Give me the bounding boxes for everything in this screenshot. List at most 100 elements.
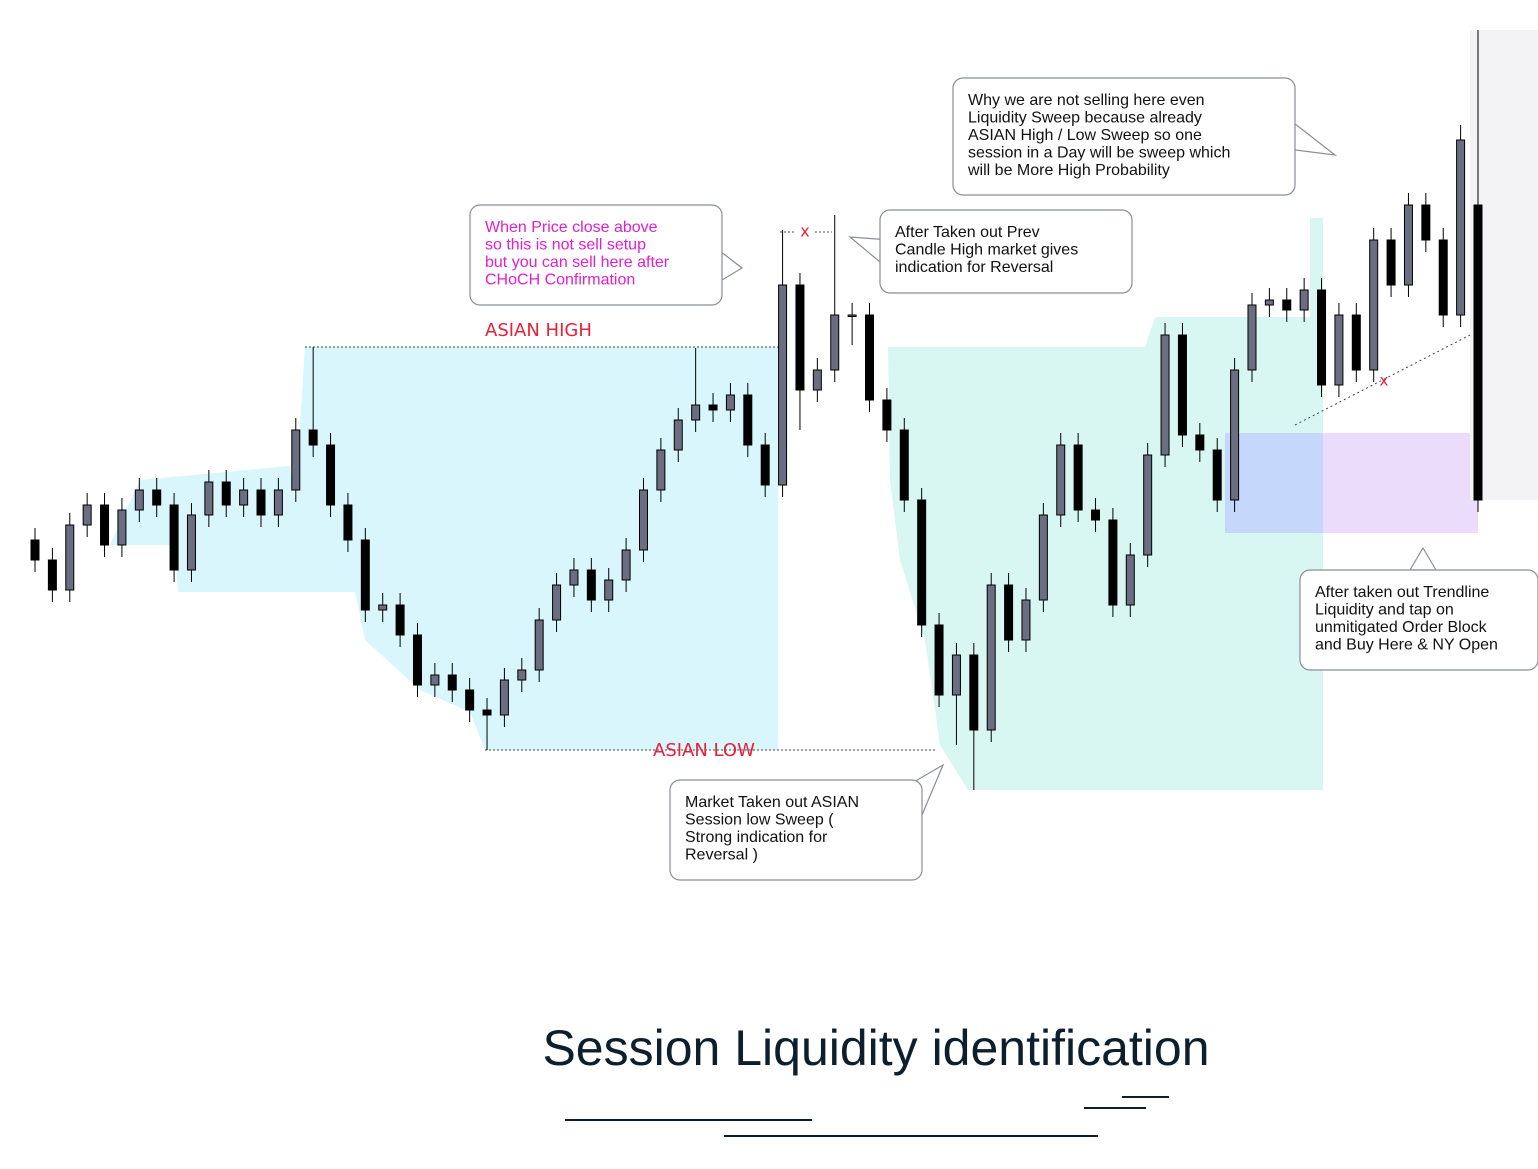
callout-text: so this is not sell setup: [485, 237, 646, 254]
candle-body: [117, 509, 127, 546]
candle-body: [1177, 334, 1187, 436]
candle-body: [1264, 299, 1274, 306]
candle-body: [534, 619, 544, 671]
candle-body: [760, 444, 770, 486]
candle-body: [1247, 304, 1257, 371]
candle-body: [499, 679, 509, 716]
callout-box: [669, 779, 923, 881]
asian-low-label: ASIAN LOW: [653, 740, 755, 761]
callout-box: [1299, 569, 1538, 671]
asian-high-label: ASIAN HIGH: [485, 320, 592, 341]
candle-body: [795, 284, 805, 391]
candle-body: [291, 429, 301, 491]
callout-text: and Buy Here & NY Open: [1315, 637, 1498, 654]
candle-body: [621, 549, 631, 581]
candle-body: [169, 504, 179, 571]
candle-body: [1143, 454, 1153, 556]
candle-body: [1317, 289, 1327, 386]
candle-body: [308, 429, 318, 446]
candle-body: [30, 539, 40, 561]
order-block-extension: [1323, 433, 1478, 533]
callout-text: Why we are not selling here even: [968, 92, 1205, 109]
candle-body: [47, 559, 57, 591]
callout-text: Liquidity and tap on: [1315, 602, 1454, 619]
candle-body: [412, 634, 422, 686]
candle-body: [1108, 519, 1118, 606]
candle-body: [100, 504, 110, 546]
candle-body: [186, 514, 196, 571]
callout-text: indication for Reversal: [895, 259, 1053, 276]
candle-body: [569, 569, 579, 586]
candle-body: [673, 419, 683, 451]
asian-session-zone: [110, 347, 778, 750]
candle-body: [604, 579, 614, 601]
candle-body: [1282, 299, 1292, 311]
candle-body: [1351, 314, 1361, 371]
candle-body: [899, 429, 909, 501]
callout-text: Session low Sweep (: [685, 812, 834, 829]
candle-body: [951, 654, 961, 696]
candle-body: [1473, 204, 1483, 501]
candle-body: [986, 584, 996, 731]
callout-text: Market Taken out ASIAN: [685, 794, 859, 811]
callout-text: CHoCH Confirmation: [485, 272, 635, 289]
candle-body: [656, 449, 666, 491]
candle-body: [778, 284, 788, 486]
callout-box: [952, 77, 1296, 196]
callout-text: unmitigated Order Block: [1315, 619, 1488, 636]
candle-body: [882, 399, 892, 431]
candle-body: [691, 404, 701, 421]
candle-body: [934, 624, 944, 696]
candle-body: [1212, 449, 1222, 501]
candle-body: [1334, 314, 1344, 386]
candle-body: [221, 481, 231, 506]
candle-body: [1438, 239, 1448, 316]
candle-body: [865, 314, 875, 401]
candle-body: [1299, 289, 1309, 311]
candle-body: [395, 604, 405, 636]
callout-box: [469, 204, 723, 306]
candle-body: [1403, 204, 1413, 286]
candle-body: [378, 604, 388, 611]
candle-body: [1056, 444, 1066, 516]
candle-body: [65, 524, 75, 591]
candle-body: [969, 654, 979, 731]
candles: [30, 30, 1483, 790]
candle-body: [1421, 204, 1431, 241]
candle-body: [638, 489, 648, 551]
chart-title: Session Liquidity identification: [542, 1020, 1209, 1076]
candle-body: [1004, 584, 1014, 641]
trend-mark: x: [1380, 372, 1389, 390]
candle-body: [326, 444, 336, 506]
candle-body: [273, 489, 283, 516]
candle-body: [447, 674, 457, 691]
candle-body: [1195, 434, 1205, 451]
candle-body: [1038, 514, 1048, 601]
candle-body: [360, 539, 370, 611]
candle-body: [917, 499, 927, 626]
candle-body: [239, 489, 249, 506]
candle-body: [517, 669, 527, 681]
candle-body: [465, 689, 475, 711]
ny-session-zone: [888, 218, 1323, 790]
candle-body: [1456, 139, 1466, 316]
candle-body: [430, 674, 440, 686]
candle-body: [1073, 444, 1083, 511]
candle-body: [725, 394, 735, 411]
callout-text: will be More High Probability: [967, 162, 1170, 179]
sweep-mark: x: [800, 222, 809, 241]
candle-body: [812, 369, 822, 391]
candle-body: [1230, 369, 1240, 501]
candle-body: [1125, 554, 1135, 606]
callout-text: Strong indication for: [685, 829, 828, 846]
candle-body: [1091, 509, 1101, 521]
title-underlines: [565, 1096, 1169, 1137]
candle-body: [552, 584, 562, 621]
callout-text: session in a Day will be sweep which: [968, 145, 1230, 162]
candle-body: [1021, 599, 1031, 641]
callout-text: Candle High market gives: [895, 242, 1078, 259]
candle-body: [1386, 239, 1396, 286]
candle-body: [256, 489, 266, 516]
